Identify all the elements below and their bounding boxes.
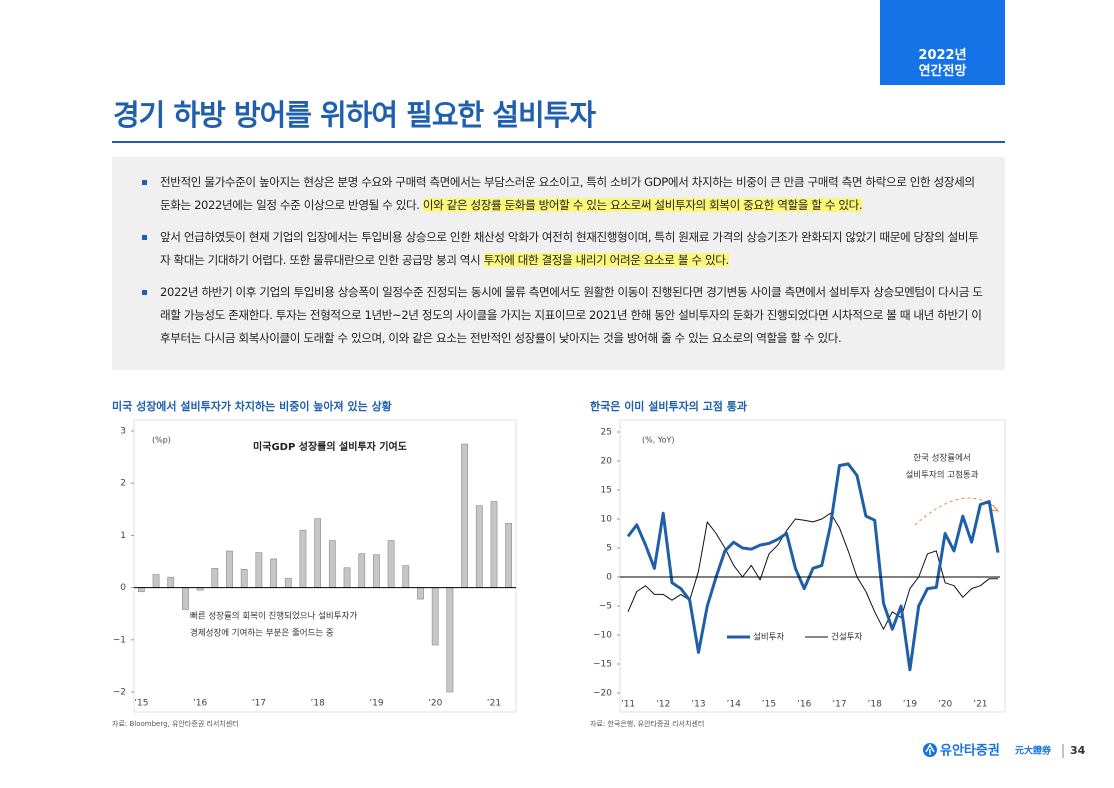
chart-heading: 한국은 이미 설비투자의 고점 통과 [590, 399, 747, 413]
x-tick-label: ’17 [252, 699, 266, 709]
bar [167, 576, 175, 588]
bullet-highlight: 투자에 대한 결정을 내리기 어려운 요소로 볼 수 있다. [483, 253, 729, 267]
title-rule [112, 141, 1005, 143]
bar [314, 518, 322, 588]
bar [358, 553, 366, 588]
summary-box: 전반적인 물가수준이 높아지는 현상은 분명 수요와 구매력 측면에서는 부담스… [112, 157, 1005, 370]
bar [328, 540, 336, 588]
bar [490, 501, 498, 588]
y-tick-label: 20 [601, 457, 613, 467]
y-tick-label: 10 [601, 515, 613, 525]
bar [402, 565, 410, 588]
bar [461, 443, 468, 588]
x-tick-label: ’11 [621, 700, 635, 710]
x-tick-label: ’18 [310, 699, 325, 709]
bullet-text: 전반적인 물가수준이 높아지는 현상은 분명 수요와 구매력 측면에서는 부담스… [160, 175, 975, 212]
bullet-text: 2022년 하반기 이후 기업의 투입비용 상승폭이 일정수준 진정되는 동시에… [160, 285, 983, 345]
logo-symbol [925, 743, 935, 755]
x-tick-label: ’15 [762, 700, 776, 710]
x-tick-label: ’13 [691, 700, 705, 710]
y-tick-label: 15 [601, 486, 612, 496]
bar [152, 574, 160, 588]
y-tick-label: −20 [593, 689, 612, 699]
x-tick-label: ’12 [656, 700, 670, 710]
bullet: 2022년 하반기 이후 기업의 투입비용 상승폭이 일정수준 진정되는 동시에… [142, 281, 985, 350]
x-tick-label: ’21 [973, 700, 987, 710]
x-tick-label: ’21 [487, 699, 501, 709]
badge-line: 연간전망 [918, 64, 967, 79]
x-tick-label: ’17 [832, 700, 846, 710]
x-tick-label: ’19 [369, 699, 384, 709]
bullet: 앞서 언급하였듯이 현재 기업의 입장에서는 투입비용 상승으로 인한 채산성 … [142, 226, 985, 272]
bullet: 전반적인 물가수준이 높아지는 현상은 분명 수요와 구매력 측면에서는 부담스… [142, 171, 985, 217]
y-tick-label: −5 [599, 602, 612, 612]
y-tick-label: 0 [606, 573, 612, 583]
bar [431, 587, 439, 646]
bar [137, 587, 145, 593]
annotation: 한국 성장률에서 [913, 453, 970, 464]
x-tick-label: ’15 [134, 699, 148, 709]
bar [417, 587, 424, 600]
logo-text: 유안타증권 [940, 743, 1000, 759]
bar [446, 587, 454, 693]
page-number: 34 [1070, 744, 1086, 757]
annotation: 빠른 성장률의 회복이 진행되었으나 설비투자가 [190, 611, 357, 622]
y-tick-label: 5 [606, 544, 612, 554]
bar [475, 505, 483, 588]
annotation: 경제성장에 기여하는 부분은 줄어드는 중 [190, 628, 334, 639]
bar [387, 540, 395, 588]
bullet-highlight: 이와 같은 성장률 둔화를 방어할 수 있는 요소로써 설비투자의 회복이 중요… [422, 198, 863, 212]
chart-heading: 미국 성장에서 설비투자가 차지하는 비중이 높아져 있는 상황 [112, 399, 392, 413]
y-tick-label: −1 [113, 635, 126, 645]
bar [270, 558, 277, 588]
x-tick-label: ’18 [868, 700, 883, 710]
legend-label: 건설투자 [831, 632, 862, 643]
badge-line: 2022년 [918, 48, 967, 63]
y-tick-label: −2 [113, 688, 126, 698]
x-tick-label: ’20 [428, 699, 443, 709]
series-line [626, 462, 1000, 672]
y-tick-label: 0 [120, 583, 126, 593]
legend-label: 설비투자 [753, 632, 784, 643]
logo-hanja: 元大證券 [1015, 745, 1052, 757]
bar [373, 554, 380, 588]
plot-frame [619, 419, 1006, 713]
annotation: 설비투자의 고점통과 [905, 470, 978, 481]
plot-frame [133, 419, 517, 713]
x-tick-label: ’20 [938, 700, 953, 710]
trend-arrow-head [990, 504, 1000, 512]
x-tick-label: ’14 [727, 700, 742, 710]
page-title: 경기 하방 방어를 위하여 필요한 설비투자 [113, 98, 596, 132]
unit-label: (%p) [152, 436, 171, 445]
chart-source: 자료: 한국은행, 유안타증권 리서치센터 [590, 719, 704, 728]
inner-title: 미국GDP 성장률의 설비투자 기여도 [253, 440, 407, 453]
badge: 2022년 연간전망 [880, 0, 1005, 85]
x-tick-label: ’16 [193, 699, 208, 709]
x-tick-label: ’19 [903, 700, 918, 710]
x-tick-label: ’16 [797, 700, 812, 710]
bar [299, 529, 307, 588]
y-tick-label: 25 [601, 428, 612, 438]
bar [240, 569, 248, 588]
bar [182, 587, 189, 610]
y-tick-label: −15 [593, 660, 612, 670]
bar [226, 550, 233, 588]
y-tick-label: 2 [120, 479, 126, 489]
bar [505, 523, 513, 588]
y-tick-label: 3 [120, 427, 126, 437]
bar [255, 552, 263, 588]
chart-source: 자료: Bloomberg, 유안타증권 리서치센터 [112, 719, 239, 728]
bar [284, 577, 292, 588]
bar [343, 567, 351, 588]
y-tick-label: −10 [593, 631, 612, 641]
y-tick-label: 1 [120, 531, 126, 541]
unit-label: (%, YoY) [642, 436, 675, 445]
bar [211, 567, 219, 588]
bullet-text: 앞서 언급하였듯이 현재 기업의 입장에서는 투입비용 상승으로 인한 채산성 … [160, 230, 979, 267]
